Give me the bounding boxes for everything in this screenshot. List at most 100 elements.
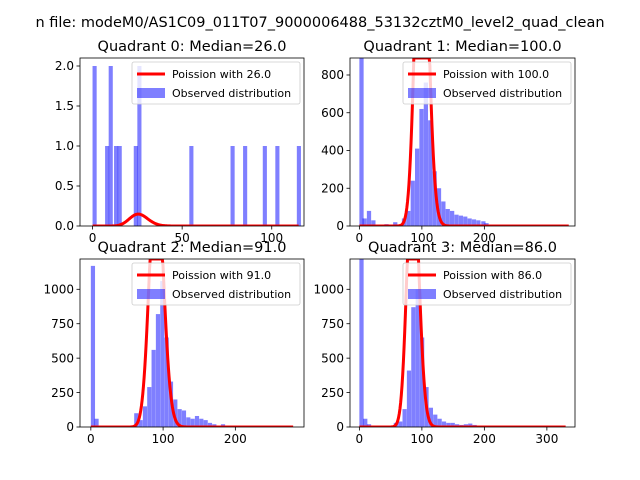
x-tick-label: 300 bbox=[535, 432, 558, 446]
axes-frame bbox=[79, 57, 305, 227]
x-tick-label: 0 bbox=[356, 432, 364, 446]
histogram-bar bbox=[186, 417, 191, 427]
y-tick-label: 1000 bbox=[313, 282, 344, 296]
axes-frame bbox=[79, 258, 305, 428]
plot-area bbox=[91, 66, 301, 226]
histogram-bar bbox=[359, 259, 364, 427]
histogram-bar bbox=[275, 146, 280, 226]
histogram-bar bbox=[467, 218, 472, 226]
histogram-bar bbox=[262, 146, 267, 226]
histogram-bar bbox=[420, 337, 425, 427]
histogram-bar bbox=[134, 413, 139, 427]
histogram-bar bbox=[436, 188, 442, 226]
histogram-bar bbox=[151, 349, 156, 427]
subplot-title: Quadrant 3: Median=86.0 bbox=[368, 240, 557, 256]
x-tick-label: 100 bbox=[260, 231, 283, 245]
histogram-bar bbox=[359, 58, 364, 226]
y-tick-label: 1.0 bbox=[55, 139, 74, 153]
histogram-bar bbox=[90, 265, 96, 427]
histogram-bar bbox=[433, 414, 438, 427]
histogram-bar bbox=[441, 421, 447, 427]
histogram-bar bbox=[454, 214, 459, 226]
histogram-bar bbox=[441, 201, 446, 226]
legend-label-observed: Observed distribution bbox=[443, 87, 562, 100]
legend-label-observed: Observed distribution bbox=[172, 87, 291, 100]
plot-area bbox=[358, 259, 567, 427]
histogram-bar bbox=[406, 370, 412, 427]
x-tick-label: 0 bbox=[87, 432, 95, 446]
poisson-curve bbox=[91, 212, 300, 226]
histogram-bar bbox=[476, 220, 481, 226]
y-tick-label: 0 bbox=[336, 420, 344, 434]
legend-bar-swatch bbox=[137, 88, 165, 98]
y-tick-label: 400 bbox=[321, 144, 344, 158]
x-tick-label: 50 bbox=[175, 231, 190, 245]
histogram-bar bbox=[138, 420, 143, 427]
legend-bar-swatch bbox=[408, 88, 436, 98]
poisson-curve bbox=[358, 259, 567, 427]
histogram-bar bbox=[410, 180, 415, 226]
histogram-bar bbox=[142, 406, 148, 427]
histogram-bar bbox=[207, 422, 213, 427]
y-tick-label: 2.0 bbox=[55, 59, 74, 73]
x-tick-label: 200 bbox=[473, 231, 496, 245]
axes-frame bbox=[349, 258, 576, 428]
subplot-title: Quadrant 1: Median=100.0 bbox=[363, 39, 561, 55]
histogram-bar bbox=[450, 210, 455, 226]
histogram-bar bbox=[108, 66, 113, 226]
histogram-bar bbox=[194, 415, 200, 427]
y-tick-label: 750 bbox=[51, 317, 74, 331]
histogram-bar bbox=[371, 220, 376, 226]
histogram-bar bbox=[446, 422, 451, 427]
legend-box bbox=[131, 61, 301, 105]
legend-label-observed: Observed distribution bbox=[443, 288, 562, 301]
histogram-bar bbox=[415, 148, 420, 226]
y-tick-label: 750 bbox=[321, 317, 344, 331]
histogram-bar bbox=[419, 108, 424, 226]
histogram-bar bbox=[428, 407, 433, 427]
histogram-bar bbox=[203, 420, 208, 427]
legend-box bbox=[131, 262, 301, 306]
histogram-bar bbox=[133, 146, 138, 226]
y-tick-label: 250 bbox=[51, 386, 74, 400]
histogram-bar bbox=[402, 409, 407, 427]
legend-box bbox=[402, 262, 572, 306]
x-tick-label: 100 bbox=[410, 231, 433, 245]
histogram-bar bbox=[398, 421, 403, 427]
x-tick-label: 200 bbox=[473, 432, 496, 446]
y-tick-label: 0.5 bbox=[55, 179, 74, 193]
y-tick-label: 1.5 bbox=[55, 99, 74, 113]
histogram-bar bbox=[117, 146, 122, 226]
subplot-quadrant-0: 0 50 100 0.0 0.5 1.0 1.5 2.0 Quadrant 0: Median=… bbox=[55, 39, 305, 245]
plot-area bbox=[90, 259, 294, 427]
histogram-bar bbox=[155, 314, 161, 427]
subplot-title: Quadrant 0: Median=26.0 bbox=[98, 39, 287, 55]
histogram-bar bbox=[458, 215, 463, 226]
histogram-bar bbox=[199, 418, 204, 427]
axes-frame bbox=[349, 57, 576, 227]
subplot-quadrant-1: 0 100 200 0 200 400 600 800 Quadrant 1: Median=1… bbox=[321, 39, 576, 245]
histogram-bar bbox=[114, 146, 119, 226]
histogram-bar bbox=[181, 410, 187, 427]
plot-area bbox=[358, 58, 570, 226]
y-tick-label: 0.0 bbox=[55, 219, 74, 233]
histogram-bar bbox=[463, 216, 468, 226]
histogram-bar bbox=[450, 422, 455, 427]
histogram-bar bbox=[147, 387, 152, 427]
y-tick-label: 800 bbox=[321, 68, 344, 82]
histogram-bar bbox=[164, 337, 169, 427]
legend-label-poisson: Poission with 86.0 bbox=[443, 269, 542, 282]
histogram-bar bbox=[428, 120, 433, 226]
subplot-quadrant-3: 0 100 200 300 0 250 500 750 1000 Quadrant 3: Medi… bbox=[313, 240, 576, 446]
y-tick-label: 0 bbox=[66, 420, 74, 434]
x-tick-label: 0 bbox=[89, 231, 97, 245]
y-tick-label: 500 bbox=[321, 351, 344, 365]
x-tick-label: 200 bbox=[224, 432, 247, 446]
y-tick-label: 600 bbox=[321, 106, 344, 120]
histogram-bar bbox=[173, 399, 178, 427]
subplot-title: Quadrant 2: Median=91.0 bbox=[98, 240, 287, 256]
x-tick-label: 100 bbox=[152, 432, 175, 446]
legend-label-observed: Observed distribution bbox=[172, 288, 291, 301]
histogram-bar bbox=[363, 418, 368, 427]
histogram-bar bbox=[230, 146, 235, 226]
